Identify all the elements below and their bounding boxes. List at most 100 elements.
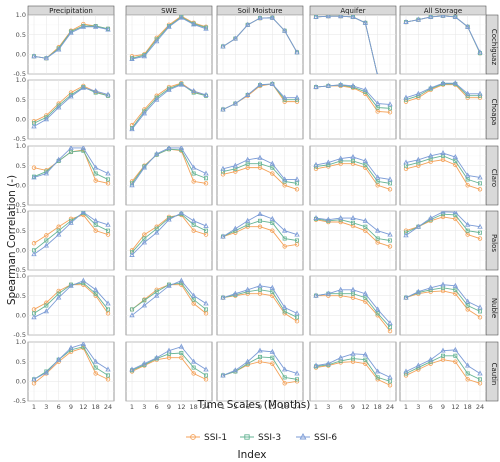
data-point — [375, 311, 380, 316]
x-tick-label: 9 — [69, 403, 73, 411]
data-point — [363, 361, 368, 366]
data-point — [415, 288, 422, 294]
data-point — [31, 53, 37, 59]
data-point — [363, 357, 368, 362]
data-point — [294, 231, 300, 237]
data-point — [31, 314, 37, 320]
data-point — [43, 369, 50, 375]
data-point — [129, 307, 134, 312]
data-point — [232, 35, 239, 41]
x-tick-label: 3 — [416, 403, 420, 411]
data-point — [92, 217, 99, 223]
x-tick-label: 6 — [57, 403, 61, 411]
data-point — [142, 232, 147, 237]
data-point — [440, 281, 446, 287]
data-point — [415, 223, 422, 229]
y-tick-label: 0.5 — [16, 162, 26, 170]
data-point — [387, 181, 392, 186]
data-point — [80, 23, 87, 29]
data-point — [427, 284, 434, 290]
data-point — [440, 150, 446, 155]
data-point — [403, 368, 409, 374]
x-tick-label: 24 — [476, 403, 484, 411]
column-strip-label: Precipitation — [49, 7, 93, 15]
data-point — [440, 157, 446, 162]
x-tick-label: 1 — [32, 403, 36, 411]
data-point — [427, 356, 434, 362]
data-point — [191, 365, 196, 370]
data-point — [55, 104, 62, 110]
data-point — [232, 100, 239, 106]
y-tick-label: -0.5 — [13, 397, 26, 405]
data-point — [93, 171, 98, 176]
data-point — [93, 178, 98, 183]
data-point — [387, 374, 393, 380]
data-point — [257, 291, 263, 296]
data-point — [363, 228, 368, 233]
data-point — [178, 146, 185, 150]
series-line-ssi-6 — [222, 213, 298, 237]
data-point — [477, 223, 483, 229]
data-point — [362, 351, 369, 357]
series-line-ssi-6 — [33, 26, 109, 59]
data-point — [203, 91, 209, 97]
series-line-ssi-3 — [405, 83, 480, 101]
data-point — [294, 315, 299, 320]
data-point — [203, 228, 208, 233]
data-point — [141, 110, 148, 116]
data-point — [31, 174, 37, 180]
data-point — [477, 304, 483, 310]
series-line-ssi-6 — [131, 280, 207, 316]
data-point — [129, 312, 135, 318]
column-strip-label: Soil Moisture — [238, 7, 283, 15]
panel-series-group — [313, 350, 393, 388]
data-point — [477, 187, 483, 192]
series-line-ssi-6 — [222, 285, 298, 314]
data-point — [55, 356, 62, 362]
data-point — [141, 360, 148, 366]
panel-series-group — [129, 146, 209, 188]
data-point — [166, 282, 172, 288]
data-point — [477, 236, 483, 241]
data-point — [270, 228, 275, 233]
data-point — [129, 56, 135, 61]
data-point — [203, 373, 208, 378]
data-point — [452, 80, 459, 86]
x-tick-label: 9 — [441, 403, 445, 411]
series-line-ssi-3 — [405, 155, 481, 184]
series-line-ssi-3 — [222, 220, 298, 241]
series-line-ssi-3 — [315, 160, 391, 184]
data-point — [93, 371, 98, 376]
data-point — [141, 239, 148, 245]
panel-series-group — [313, 286, 393, 334]
data-point — [190, 164, 197, 170]
legend-key-marker — [244, 434, 250, 440]
panel-series-group — [31, 146, 111, 186]
data-point — [338, 161, 343, 166]
series-line-ssi-1 — [405, 159, 481, 190]
data-point — [294, 94, 300, 100]
data-point — [92, 87, 99, 93]
data-point — [129, 126, 135, 132]
data-point — [245, 161, 250, 166]
data-point — [166, 355, 172, 360]
data-point — [350, 295, 356, 300]
data-point — [376, 73, 379, 74]
data-point — [282, 381, 287, 386]
data-point — [464, 298, 471, 304]
data-point — [313, 362, 319, 368]
data-point — [44, 300, 49, 305]
data-point — [55, 231, 62, 237]
panel-series-group — [403, 150, 483, 192]
data-point — [453, 216, 458, 222]
data-point — [427, 15, 434, 19]
data-point — [244, 358, 251, 364]
x-tick-label: 24 — [386, 403, 394, 411]
panel-series-group — [403, 281, 483, 320]
data-point — [350, 220, 355, 225]
data-point — [166, 86, 172, 92]
data-point — [190, 217, 197, 223]
data-point — [338, 219, 343, 225]
y-tick-label: -0.5 — [13, 331, 26, 339]
data-point — [374, 306, 381, 312]
